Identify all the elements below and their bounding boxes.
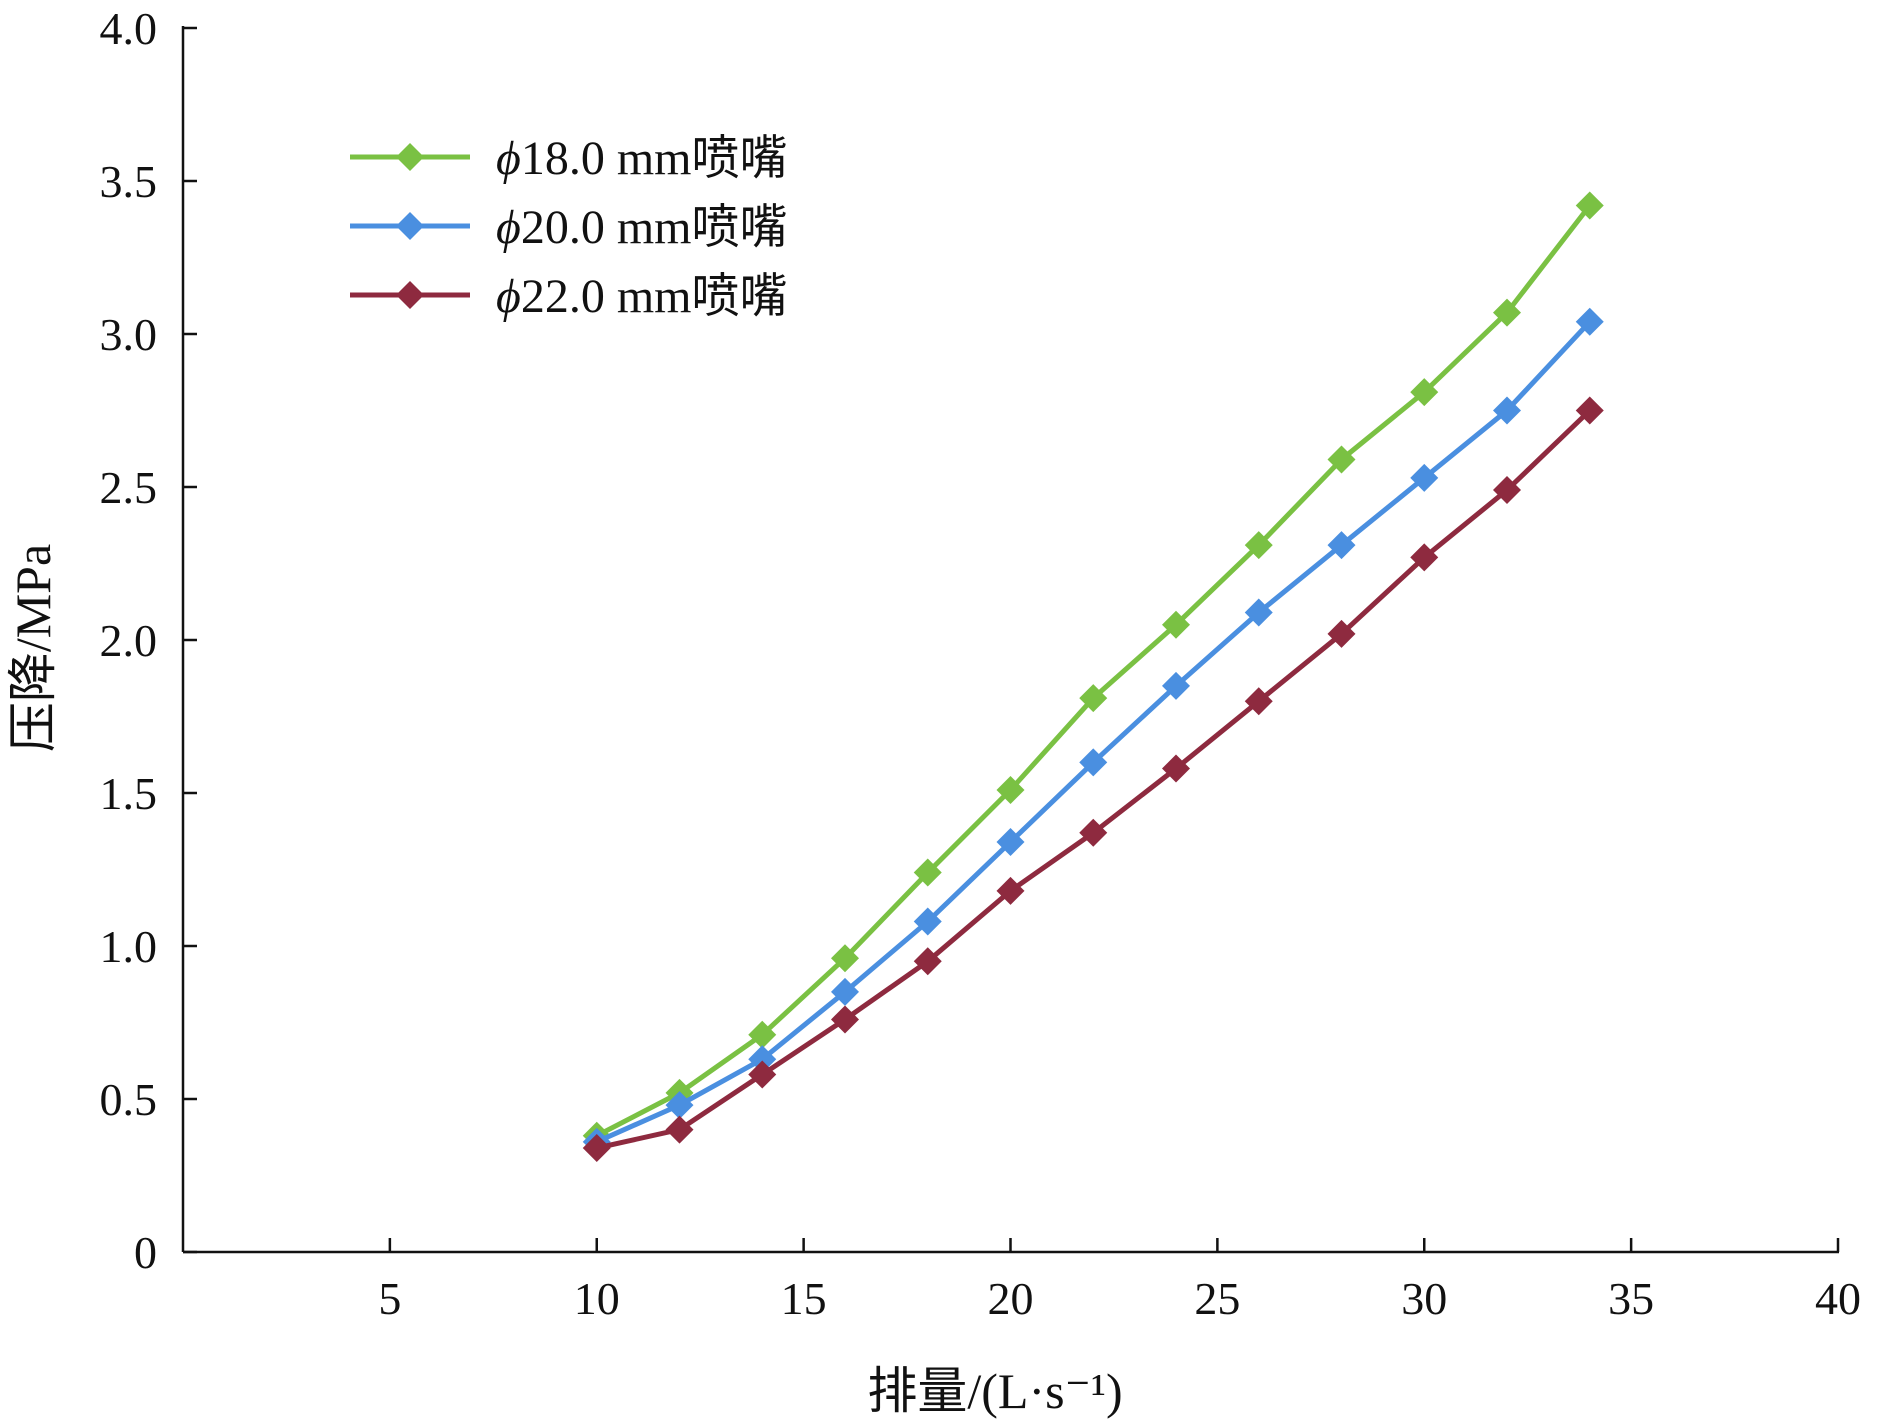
- x-tick-label: 10: [574, 1273, 620, 1324]
- legend-label: ϕ18.0 mm喷嘴: [496, 132, 788, 185]
- series-layer: [582, 191, 1604, 1162]
- legend-marker: [396, 281, 424, 309]
- data-point: [996, 775, 1025, 804]
- legend-marker: [396, 212, 424, 240]
- data-point: [665, 1115, 694, 1144]
- legend-label: ϕ20.0 mm喷嘴: [496, 201, 788, 254]
- y-tick-label: 0: [134, 1227, 157, 1278]
- x-tick-label: 5: [378, 1273, 401, 1324]
- data-point: [1079, 818, 1108, 847]
- y-tick-label: 0.5: [100, 1074, 158, 1125]
- data-point: [748, 1020, 777, 1049]
- data-point: [1327, 445, 1356, 474]
- data-point: [831, 944, 859, 973]
- x-axis-title: 排量/(L·s⁻¹): [867, 1363, 1122, 1419]
- data-point: [1327, 619, 1356, 648]
- data-point: [1493, 476, 1521, 505]
- legend-label: ϕ22.0 mm喷嘴: [496, 270, 788, 323]
- y-tick-label: 4.0: [100, 3, 158, 54]
- data-point: [1575, 307, 1604, 336]
- x-tick-label: 25: [1194, 1273, 1240, 1324]
- x-tick-label: 30: [1401, 1273, 1447, 1324]
- data-point: [748, 1045, 777, 1074]
- data-point: [1575, 191, 1604, 220]
- data-point: [913, 907, 942, 936]
- data-point: [831, 977, 859, 1006]
- data-point: [1410, 543, 1439, 572]
- data-point: [582, 1133, 611, 1162]
- x-tick-label: 15: [781, 1273, 827, 1324]
- data-point: [1079, 684, 1108, 713]
- data-point: [1327, 531, 1356, 560]
- data-point: [1244, 531, 1273, 560]
- data-point: [996, 827, 1025, 856]
- data-point: [1410, 378, 1439, 407]
- y-tick-label: 1.0: [100, 921, 158, 972]
- data-point: [1244, 687, 1273, 716]
- series-line: [596, 408, 1592, 1151]
- data-point: [831, 1005, 859, 1034]
- data-point: [1162, 610, 1190, 639]
- series-1: [582, 191, 1604, 1150]
- series-line: [595, 320, 1592, 1145]
- data-point: [1410, 463, 1439, 492]
- series-3: [582, 396, 1604, 1162]
- y-axis-title: 压降/MPa: [5, 544, 61, 752]
- y-tick-label: 2.5: [100, 462, 158, 513]
- data-point: [913, 858, 942, 887]
- data-point: [996, 876, 1025, 905]
- x-tick-label: 40: [1815, 1273, 1861, 1324]
- series-line: [595, 203, 1592, 1138]
- data-point: [748, 1060, 777, 1089]
- legend-entry-3: ϕ22.0 mm喷嘴: [350, 270, 788, 323]
- legend-entry-2: ϕ20.0 mm喷嘴: [350, 201, 788, 254]
- x-tick-label: 35: [1608, 1273, 1654, 1324]
- data-point: [1079, 748, 1108, 777]
- legend: ϕ18.0 mm喷嘴 ϕ20.0 mm喷嘴 ϕ22.0 mm喷嘴: [350, 132, 788, 323]
- series-2: [582, 307, 1604, 1156]
- legend-entry-1: ϕ18.0 mm喷嘴: [350, 132, 788, 185]
- data-point: [665, 1091, 694, 1120]
- y-tick-label: 1.5: [100, 768, 158, 819]
- data-point: [1493, 298, 1521, 327]
- data-point: [1244, 598, 1273, 627]
- data-point: [1575, 396, 1604, 425]
- data-point: [1162, 754, 1190, 783]
- data-point: [913, 947, 942, 976]
- y-tick-label: 3.5: [100, 156, 158, 207]
- legend-marker: [396, 143, 424, 171]
- y-tick-label: 3.0: [100, 309, 158, 360]
- ticks: 0 0.5 1.0 1.5 2.0 2.5 3.0 3.5 4.0 5 10 15 20 25 30 35 40: [100, 3, 1862, 1324]
- y-tick-label: 2.0: [100, 615, 158, 666]
- data-point: [1493, 396, 1521, 425]
- data-point: [1162, 671, 1190, 700]
- x-tick-label: 20: [988, 1273, 1034, 1324]
